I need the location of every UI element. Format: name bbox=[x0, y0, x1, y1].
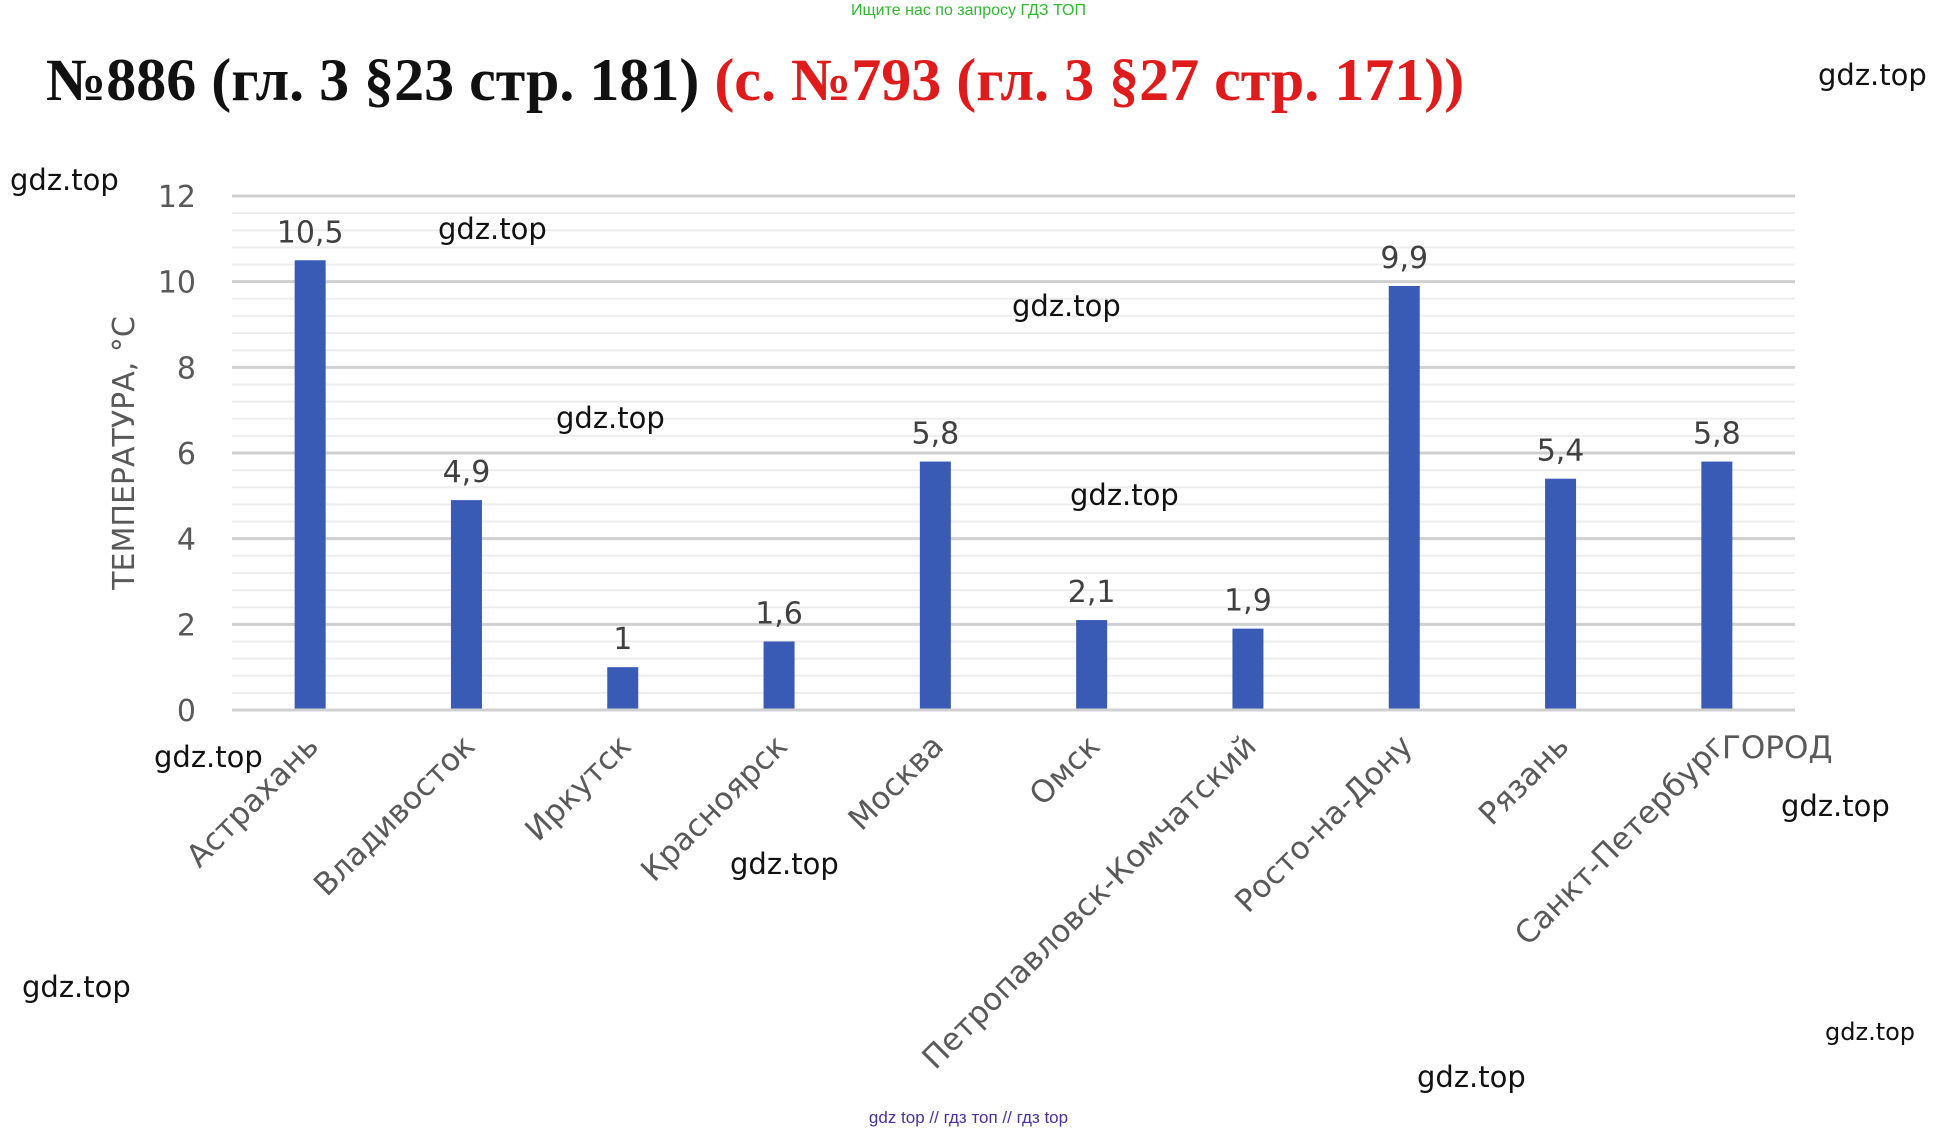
watermark: gdz.top bbox=[730, 847, 839, 881]
data-label: 5,4 bbox=[1537, 434, 1585, 469]
y-tick-label: 6 bbox=[177, 437, 196, 472]
bar bbox=[1388, 285, 1420, 710]
x-tick-label: Рязань bbox=[1472, 728, 1576, 832]
data-label: 1 bbox=[613, 622, 632, 657]
title-alt: (с. №793 (гл. 3 §27 стр. 171)) bbox=[714, 47, 1465, 113]
data-label: 2,1 bbox=[1068, 575, 1116, 610]
search-banner: Ищите нас по запросу ГДЗ ТОП bbox=[851, 2, 1086, 19]
x-tick-label: Омск bbox=[1023, 728, 1108, 813]
title-main: №886 (гл. 3 §23 стр. 181) bbox=[46, 47, 700, 113]
x-axis-title: ГОРОД bbox=[1722, 730, 1833, 766]
y-tick-label: 8 bbox=[177, 351, 196, 386]
watermark: gdz.top bbox=[154, 740, 263, 774]
bar bbox=[1076, 620, 1108, 710]
data-label: 4,9 bbox=[443, 455, 491, 490]
bar bbox=[919, 461, 951, 710]
y-axis-title: ТЕМПЕРАТУРА, °С bbox=[107, 316, 142, 591]
x-tick-label: Москва bbox=[842, 728, 951, 837]
bar bbox=[763, 641, 795, 710]
watermark: gdz.top bbox=[1825, 1018, 1916, 1046]
page-title: №886 (гл. 3 §23 стр. 181) (с. №793 (гл. … bbox=[46, 46, 1464, 115]
watermark: gdz.top bbox=[1417, 1060, 1526, 1094]
footer-links: gdz top // гдз топ // гдз top bbox=[868, 1108, 1069, 1127]
bar bbox=[450, 500, 482, 710]
watermark: gdz.top bbox=[1781, 789, 1890, 823]
watermark: gdz.top bbox=[1012, 289, 1121, 323]
data-label: 5,8 bbox=[911, 417, 959, 452]
y-tick-label: 0 bbox=[177, 694, 196, 729]
y-tick-label: 12 bbox=[158, 180, 196, 215]
watermark: gdz.top bbox=[1818, 58, 1927, 92]
y-tick-label: 10 bbox=[158, 266, 196, 301]
bar bbox=[607, 667, 639, 710]
bar bbox=[1545, 478, 1577, 710]
watermark: gdz.top bbox=[438, 212, 547, 246]
watermark: gdz.top bbox=[556, 401, 665, 435]
watermark: gdz.top bbox=[1070, 478, 1179, 512]
x-tick-label: Петропавловск-Комчатский bbox=[915, 728, 1263, 1076]
data-label: 1,6 bbox=[755, 596, 803, 631]
data-label: 5,8 bbox=[1693, 417, 1741, 452]
bar bbox=[1701, 461, 1733, 710]
data-label: 10,5 bbox=[277, 215, 344, 250]
x-tick-label: Иркутск bbox=[518, 728, 638, 848]
watermark: gdz.top bbox=[22, 970, 131, 1004]
bar bbox=[294, 260, 326, 710]
bar bbox=[1232, 628, 1264, 710]
watermark: gdz.top bbox=[10, 163, 119, 197]
y-tick-label: 4 bbox=[177, 523, 196, 558]
x-tick-label: Владивосток bbox=[307, 728, 482, 903]
data-label: 9,9 bbox=[1380, 241, 1428, 276]
y-tick-label: 2 bbox=[177, 608, 196, 643]
data-label: 1,9 bbox=[1224, 584, 1272, 619]
